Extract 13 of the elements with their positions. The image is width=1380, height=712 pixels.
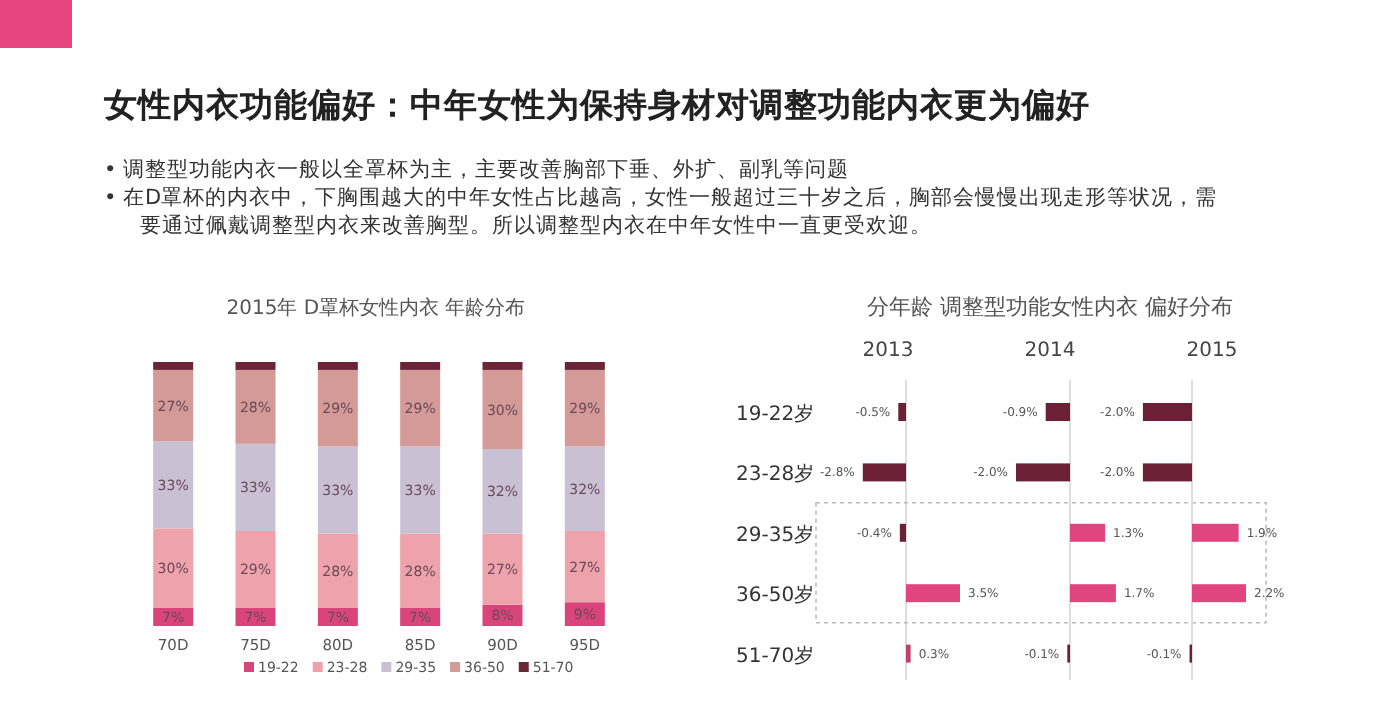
y-tick-label: 29-35岁	[736, 522, 815, 547]
chart-title: 2015年 D罩杯女性内衣 年龄分布	[226, 296, 526, 320]
text: 女性内衣功能偏好：中年女性为保持身材对调整功能内衣更为偏好	[104, 84, 1092, 128]
chart-title: 2014	[1024, 340, 1076, 362]
y-tick-label: 51-70岁	[736, 643, 815, 668]
chart-title: 2013	[862, 340, 914, 362]
y-tick-label: 23-28岁	[736, 462, 815, 487]
text: • 在D罩杯的内衣中，下胸围越大的中年女性占比越高，女性一般超过三十岁之后，胸部会慢慢出现走形等状况，需要通过佩戴调整型内衣来改善胸型。所以调整型内衣在中年女性中一直更受欢迎。	[104, 184, 1220, 240]
text: 分年龄 调整型功能女性内衣 偏好分布	[867, 294, 1233, 320]
chart-title: 2015	[1186, 340, 1238, 362]
y-tick-label: 19-22岁	[736, 402, 815, 426]
y-tick-label: 36-50岁	[736, 583, 815, 608]
text: • 调整型功能内衣一般以全罩杯为主，主要改善胸部下垂、外扩、副乳等问题	[104, 156, 852, 184]
